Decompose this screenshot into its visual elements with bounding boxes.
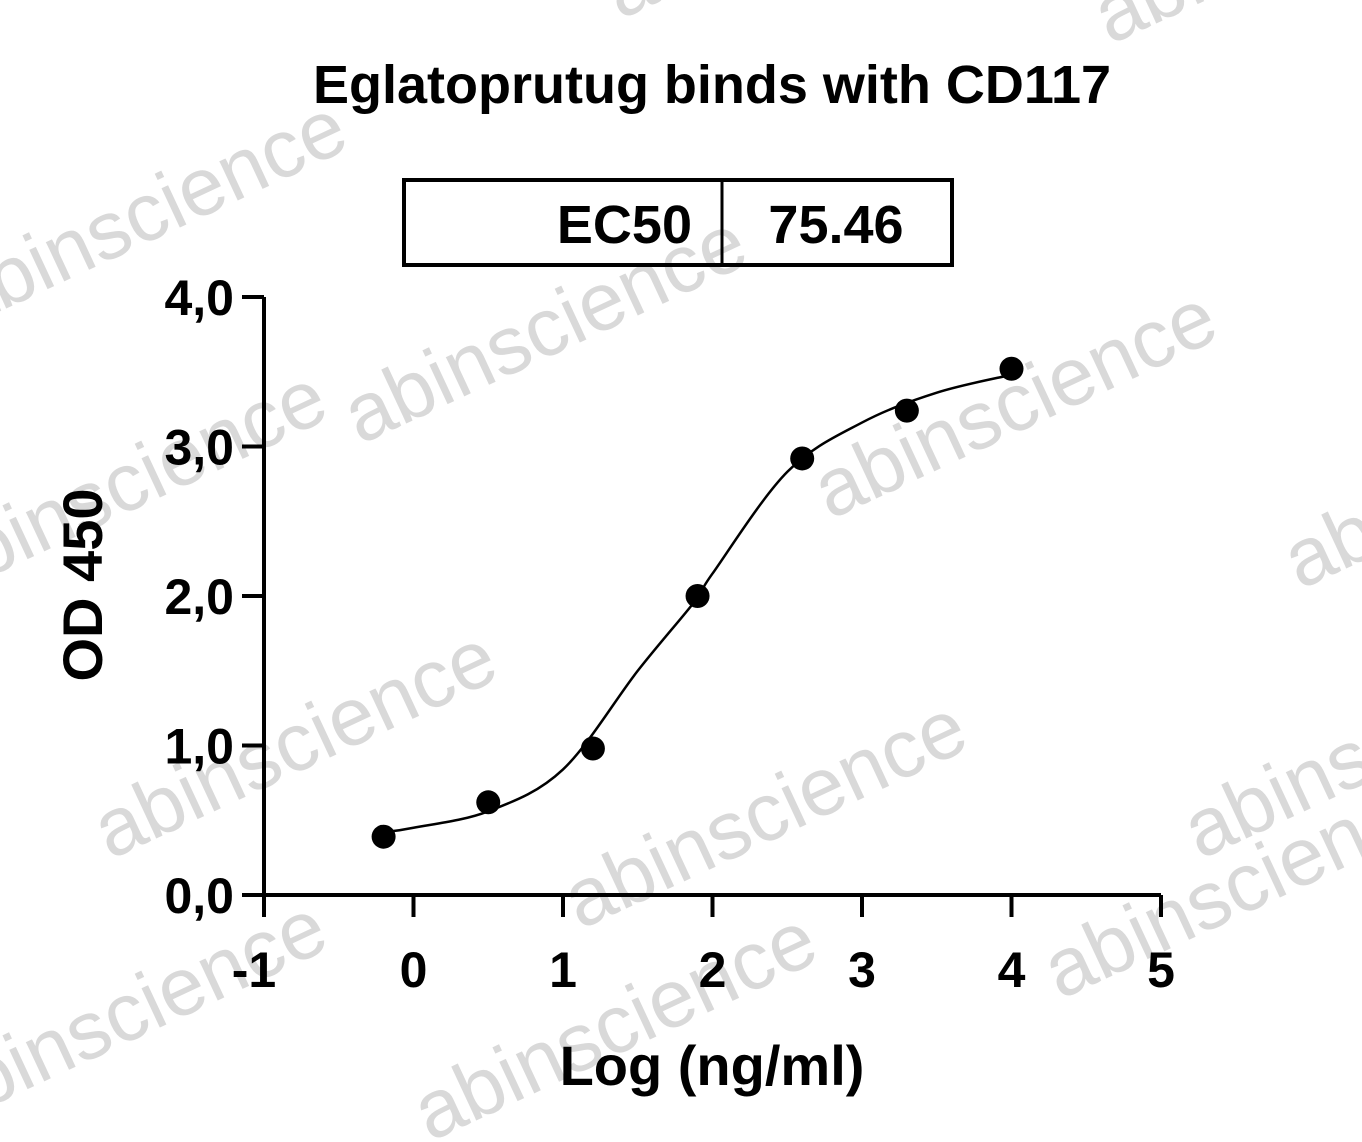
x-tick-label: 4 bbox=[998, 942, 1026, 998]
x-tick-label: 0 bbox=[400, 942, 428, 998]
ec50-table bbox=[402, 178, 954, 267]
x-tick-label: 2 bbox=[699, 942, 727, 998]
y-tick-label: 1,0 bbox=[164, 719, 234, 775]
table-header: EC50 bbox=[557, 195, 692, 255]
data-point bbox=[685, 584, 710, 608]
table-value: 75.46 bbox=[768, 195, 903, 255]
watermark: abinscience bbox=[329, 196, 760, 461]
data-point bbox=[371, 824, 396, 849]
x-tick-label: 5 bbox=[1147, 942, 1175, 998]
y-tick-label: 3,0 bbox=[164, 420, 234, 476]
chart-title: Eglatoprutug binds with CD117 bbox=[313, 55, 1111, 115]
x-tick-label: -1 bbox=[232, 942, 276, 998]
watermark: abinscience bbox=[1269, 341, 1362, 606]
x-tick-label: 3 bbox=[848, 942, 876, 998]
data-point bbox=[894, 398, 919, 423]
watermark: abinscience bbox=[1079, 0, 1362, 61]
data-point bbox=[999, 356, 1024, 381]
data-point bbox=[476, 790, 501, 815]
watermark: abinscience bbox=[589, 0, 1020, 36]
x-tick-label: 1 bbox=[549, 942, 577, 998]
watermark: abinscience bbox=[79, 611, 510, 876]
x-axis-label: Log (ng/ml) bbox=[560, 1034, 865, 1097]
y-tick-label: 0,0 bbox=[164, 868, 234, 924]
data-point bbox=[790, 446, 815, 471]
data-point bbox=[580, 736, 605, 761]
y-axis-label: OD 450 bbox=[51, 489, 114, 682]
watermark: abinscience bbox=[799, 271, 1230, 536]
y-tick-label: 4,0 bbox=[164, 270, 234, 326]
y-tick-label: 2,0 bbox=[164, 569, 234, 625]
